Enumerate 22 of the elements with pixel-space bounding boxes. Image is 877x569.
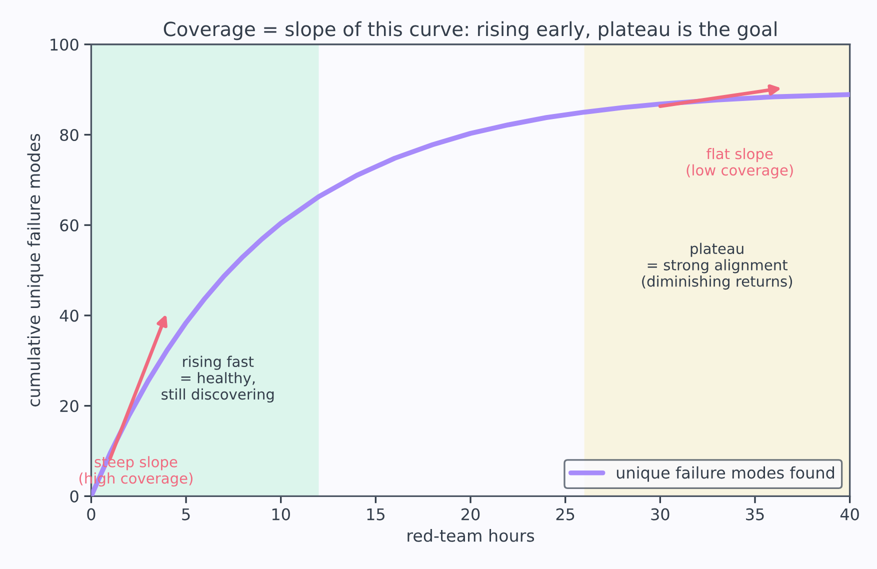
x-tick-label: 0 (87, 508, 96, 520)
y-axis-title: cumulative unique failure modes (27, 134, 44, 406)
annotation: rising fast = healthy, still discovering (162, 356, 274, 403)
x-tick-label: 20 (462, 508, 480, 520)
x-tick-label: 25 (556, 508, 574, 520)
legend-label: unique failure modes found (616, 466, 834, 482)
y-tick-label: 40 (60, 310, 78, 322)
y-tick-label: 100 (50, 38, 78, 51)
y-tick-label: 80 (60, 128, 78, 142)
y-tick-label: 60 (60, 219, 78, 232)
x-tick-label: 40 (840, 508, 859, 520)
x-tick-label: 10 (272, 508, 290, 520)
y-tick-label: 20 (60, 400, 78, 412)
x-tick-label: 30 (651, 508, 670, 520)
annotation: plateau = strong alignment (diminishing returns) (642, 242, 792, 290)
chart-title: Coverage = slope of this curve: rising early, plateau is the goal (164, 21, 776, 40)
annotation: flat slope (low coverage) (686, 148, 793, 178)
x-tick-label: 5 (182, 508, 190, 520)
x-tick-label: 35 (746, 508, 764, 520)
y-tick-label: 0 (70, 490, 78, 502)
x-axis-title: red-team hours (408, 528, 534, 542)
x-tick-label: 15 (367, 508, 384, 520)
